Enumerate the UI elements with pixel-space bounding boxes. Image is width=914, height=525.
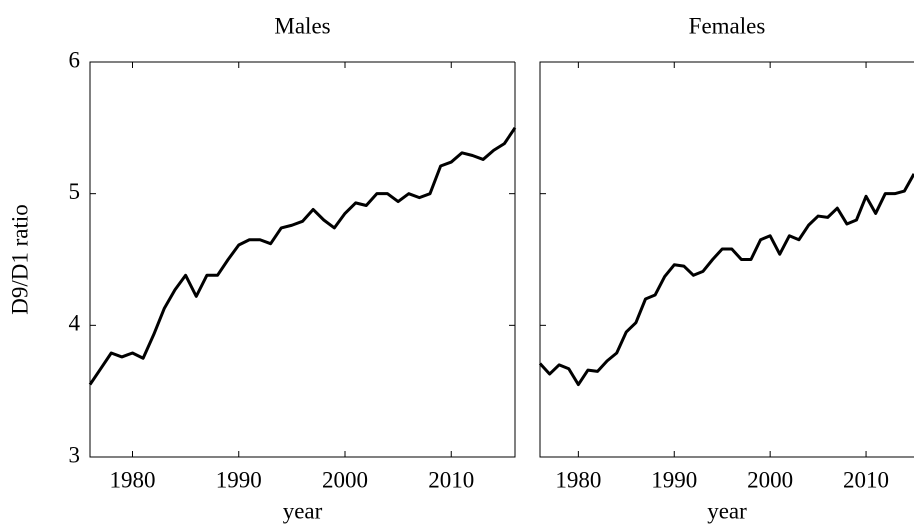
panel-title: Males <box>274 13 330 38</box>
data-line <box>538 173 914 387</box>
axes-frame <box>539 61 914 458</box>
y-tick-label: 4 <box>69 311 81 336</box>
x-tick-label: 2000 <box>747 467 793 492</box>
x-tick-label: 2010 <box>843 467 889 492</box>
data-line <box>88 126 517 386</box>
y-axis-label: D9/D1 ratio <box>7 204 32 315</box>
y-tick-label: 3 <box>69 442 81 467</box>
x-tick-label: 1990 <box>651 467 697 492</box>
x-tick-label: 2010 <box>428 467 474 492</box>
y-tick-label: 6 <box>69 47 81 72</box>
x-tick-label: 1990 <box>216 467 262 492</box>
x-tick-label: 1980 <box>555 467 601 492</box>
y-tick-label: 5 <box>69 179 81 204</box>
x-tick-label: 2000 <box>322 467 368 492</box>
panel-title: Females <box>689 13 766 38</box>
x-tick-label: 1980 <box>110 467 156 492</box>
x-axis-label: year <box>707 498 747 523</box>
axes-frame <box>89 61 516 458</box>
x-axis-label: year <box>283 498 323 523</box>
